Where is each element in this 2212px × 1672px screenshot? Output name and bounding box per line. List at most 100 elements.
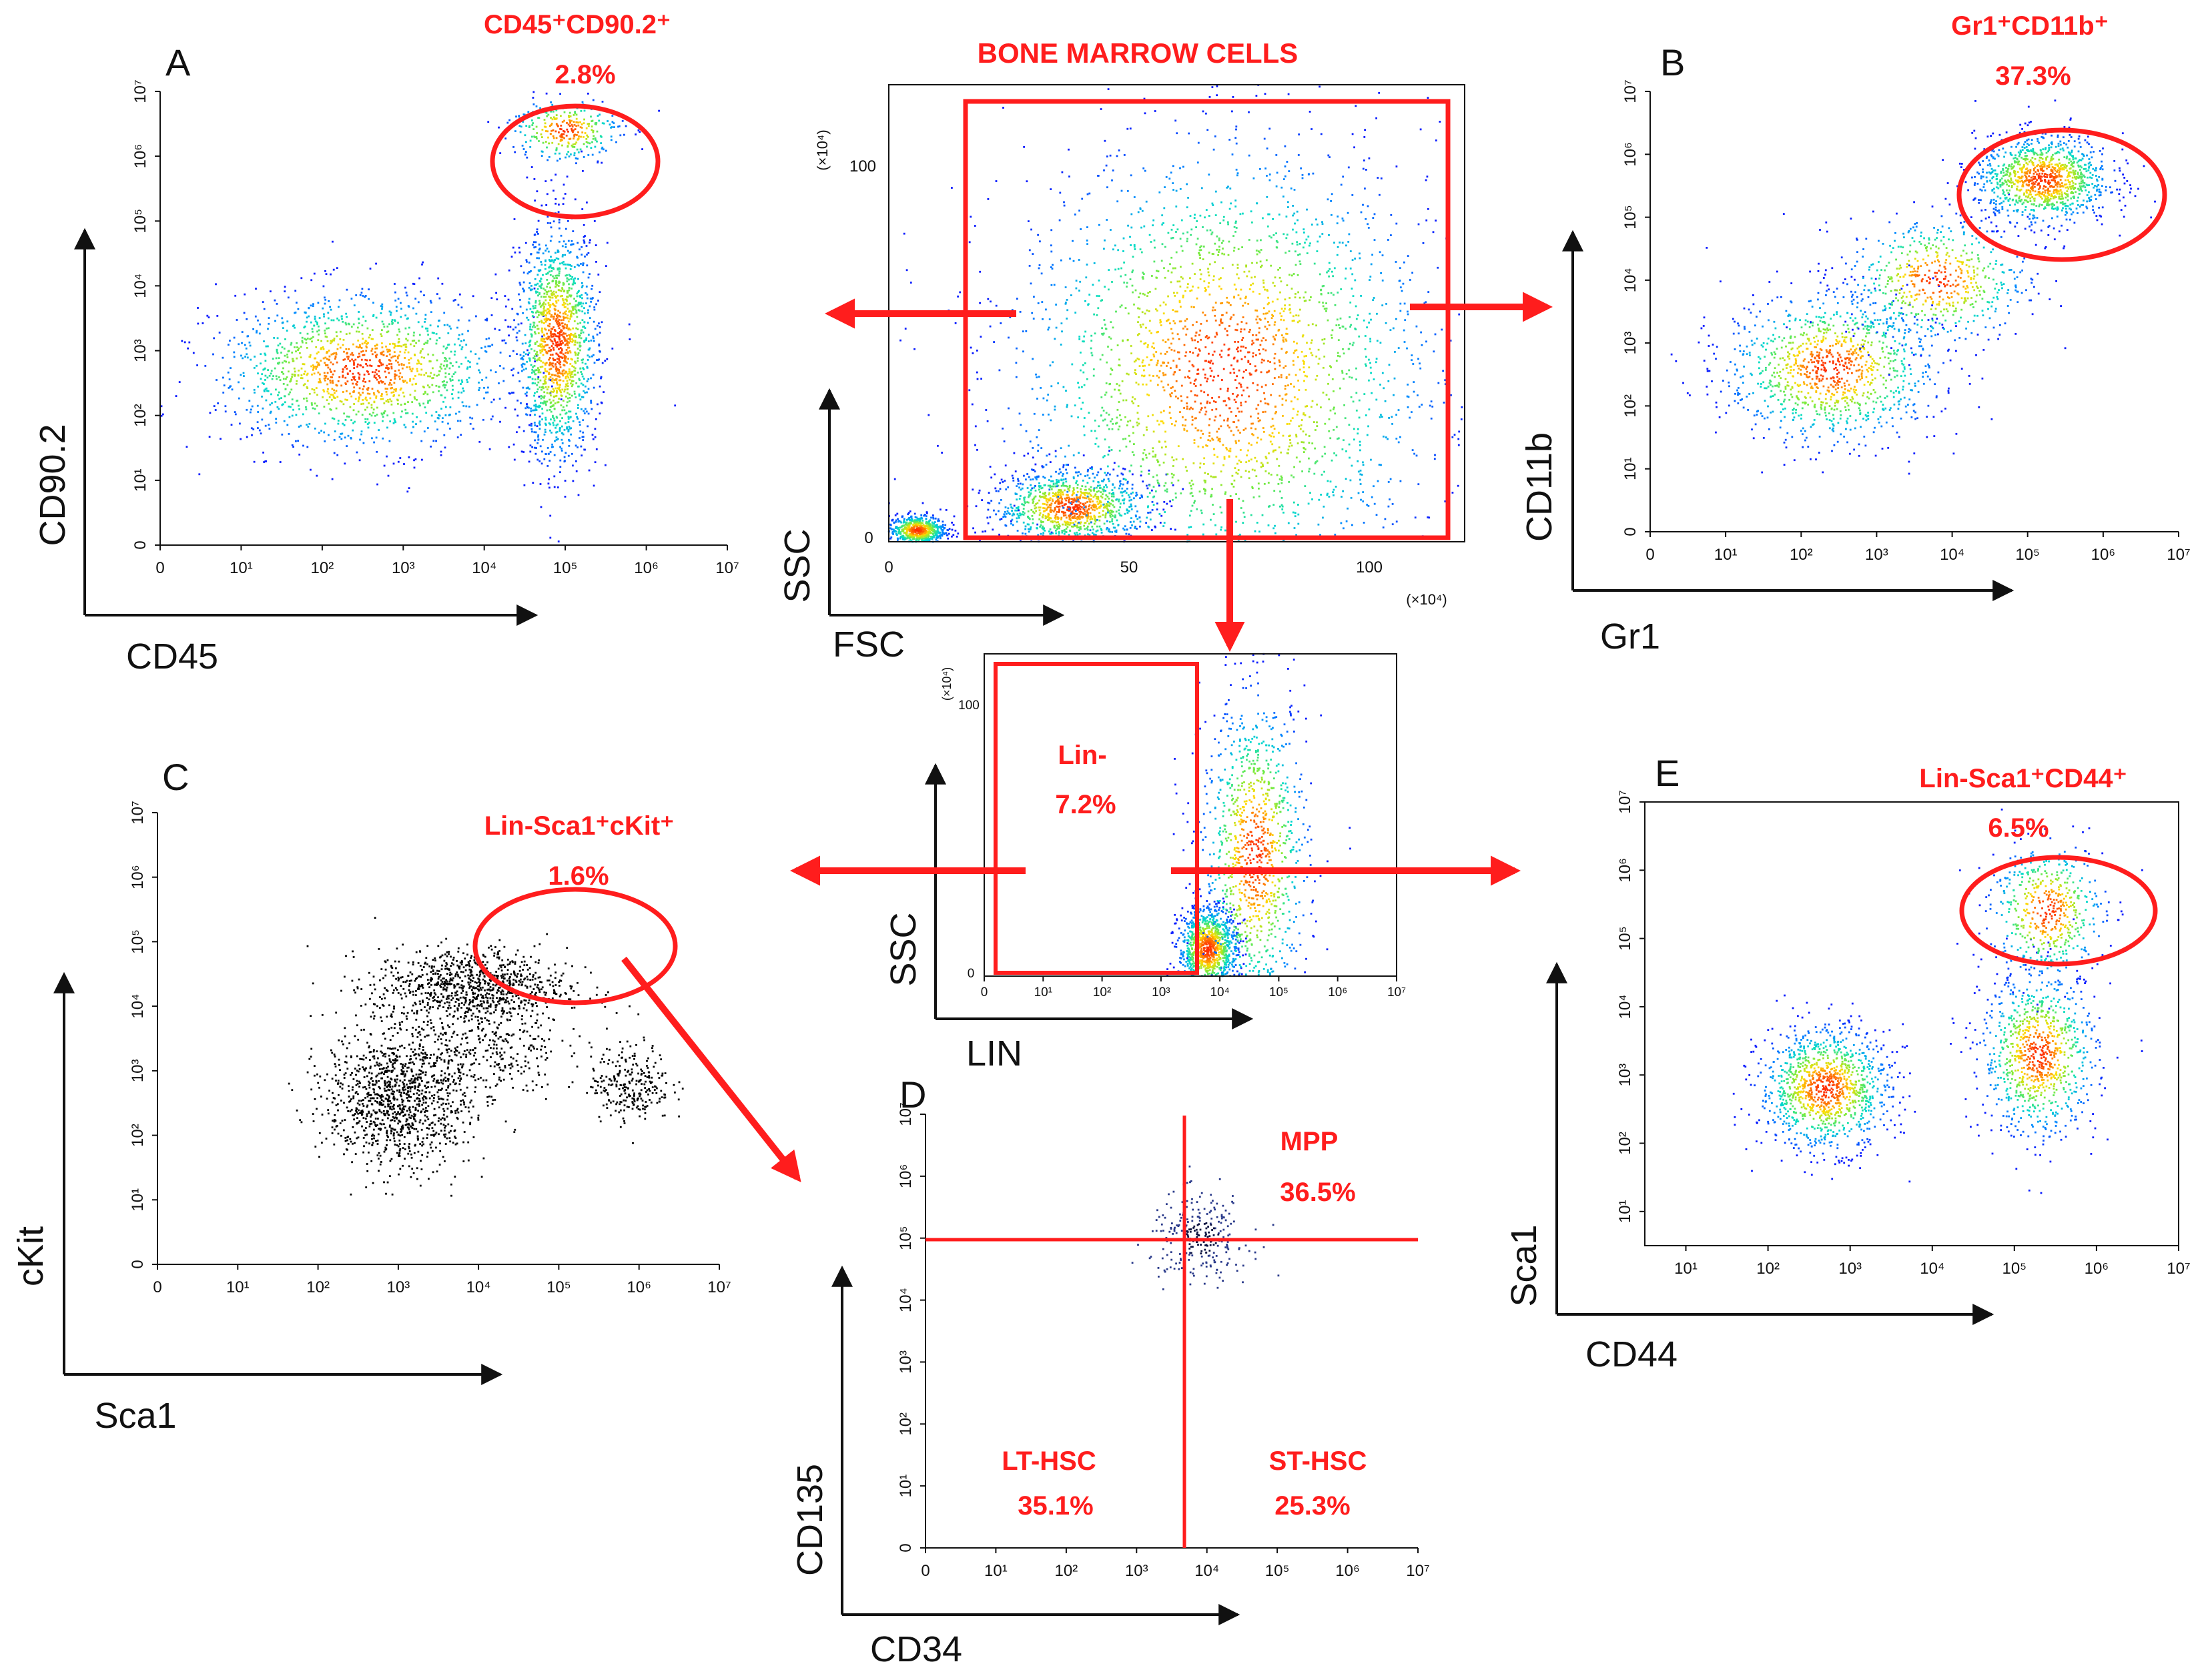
A-event-dot	[398, 338, 400, 340]
center-main-event-dot	[1257, 412, 1260, 415]
center-main-event-dot	[1222, 216, 1225, 218]
center-main-event-dot	[1320, 293, 1323, 295]
center-main-event-dot	[1335, 324, 1338, 326]
center-main-event-dot	[1059, 502, 1062, 504]
center-main-event-dot	[1202, 258, 1204, 260]
center-main-event-dot	[1129, 278, 1132, 280]
A-event-dot	[286, 330, 288, 332]
center-main-event-dot	[1191, 416, 1194, 418]
center-main-event-dot	[1086, 193, 1089, 195]
center-main-event-dot	[1210, 495, 1213, 498]
center-main-event-dot	[1230, 410, 1232, 413]
A-event-dot	[440, 450, 442, 453]
center-main-event-dot	[1266, 226, 1269, 228]
center-main-event-dot	[1221, 379, 1223, 381]
A-event-dot	[472, 428, 474, 430]
center-main-event-dot	[1184, 466, 1187, 468]
A-event-dot	[263, 383, 265, 385]
A-event-dot	[300, 356, 302, 359]
center-main-event-dot	[1104, 516, 1107, 518]
center-main-event-dot	[1086, 495, 1089, 498]
center-main-event-dot	[919, 533, 921, 535]
center-main-event-dot	[1276, 241, 1278, 244]
center-main-event-dot	[1303, 412, 1305, 414]
center-main-event-dot	[1259, 419, 1261, 422]
A-event-dot	[324, 440, 326, 442]
center-main-event-dot	[1143, 225, 1146, 228]
A-event-dot	[335, 331, 338, 334]
center-main-event-dot	[895, 520, 897, 523]
center-main-event-dot	[1068, 484, 1071, 487]
center-main-event-dot	[1052, 510, 1055, 513]
A-event-dot	[425, 372, 428, 374]
center-main-event-dot	[1136, 412, 1139, 414]
center-main-event-dot	[1075, 280, 1078, 282]
center-main-event-dot	[1076, 484, 1079, 486]
center-main-event-dot	[1121, 491, 1124, 494]
center-main-event-dot	[1208, 432, 1211, 434]
center-main-event-dot	[1194, 334, 1197, 337]
center-main-event-dot	[1269, 361, 1271, 363]
center-main-event-dot	[924, 514, 926, 516]
center-main-event-dot	[1108, 383, 1111, 386]
center-main-event-dot	[1094, 332, 1096, 335]
A-event-dot	[405, 412, 407, 414]
center-main-event-dot	[916, 520, 918, 523]
center-main-event-dot	[1221, 322, 1224, 324]
A-event-dot	[197, 322, 200, 325]
A-event-dot	[361, 288, 364, 290]
center-main-event-dot	[1074, 466, 1076, 469]
center-main-event-dot	[1154, 110, 1156, 112]
A-event-dot	[367, 370, 369, 373]
A-event-dot	[196, 364, 198, 366]
A-event-dot	[213, 337, 216, 340]
center-main-event-dot	[1228, 398, 1230, 401]
center-main-event-dot	[1120, 483, 1122, 485]
A-event-dot	[409, 368, 412, 370]
A-event-dot	[222, 356, 224, 359]
A-event-dot	[538, 415, 541, 418]
A-event-dot	[454, 299, 456, 301]
A-event-dot	[314, 366, 317, 368]
A-event-dot	[389, 420, 392, 422]
center-main-event-dot	[1256, 253, 1258, 256]
A-event-dot	[318, 432, 320, 434]
A-event-dot	[468, 361, 471, 364]
center-main-event-dot	[1381, 416, 1383, 418]
center-main-event-dot	[1177, 445, 1180, 448]
center-main-event-dot	[1170, 392, 1173, 394]
center-main-event-dot	[1086, 474, 1089, 476]
center-main-event-dot	[1441, 328, 1443, 331]
center-main-event-dot	[1343, 527, 1345, 530]
center-main-event-dot	[1079, 497, 1081, 500]
center-main-event-dot	[1141, 374, 1143, 377]
center-main-event-dot	[1425, 301, 1427, 304]
center-main-event-dot	[939, 534, 941, 537]
center-main-event-dot	[1066, 490, 1069, 493]
center-main-event-dot	[1236, 267, 1239, 269]
center-main-event-dot	[1038, 429, 1040, 431]
center-main-event-dot	[1090, 516, 1092, 518]
center-main-event-dot	[1135, 515, 1137, 518]
center-main-event-dot	[939, 526, 942, 528]
center-main-event-dot	[1237, 341, 1240, 343]
A-event-dot	[443, 324, 446, 326]
A-event-dot	[478, 371, 481, 374]
A-event-dot	[330, 319, 333, 322]
center-main-event-dot	[1027, 501, 1030, 504]
center-main-event-dot	[1152, 450, 1154, 453]
center-main-event-dot	[1235, 227, 1238, 229]
center-main-event-dot	[1301, 173, 1304, 176]
center-main-event-dot	[1244, 297, 1246, 300]
A-event-dot	[406, 412, 409, 414]
center-main-event-dot	[1074, 532, 1076, 534]
center-main-event-dot	[1389, 498, 1391, 500]
A-event-dot	[469, 422, 472, 425]
center-main-event-dot	[1262, 217, 1264, 220]
center-main-event-dot	[1369, 312, 1371, 315]
center-main-event-dot	[1047, 394, 1050, 396]
center-main-event-dot	[903, 232, 905, 235]
center-main-event-dot	[959, 291, 962, 294]
center-main-event-dot	[1254, 456, 1256, 459]
center-main-event-dot	[1043, 493, 1046, 496]
